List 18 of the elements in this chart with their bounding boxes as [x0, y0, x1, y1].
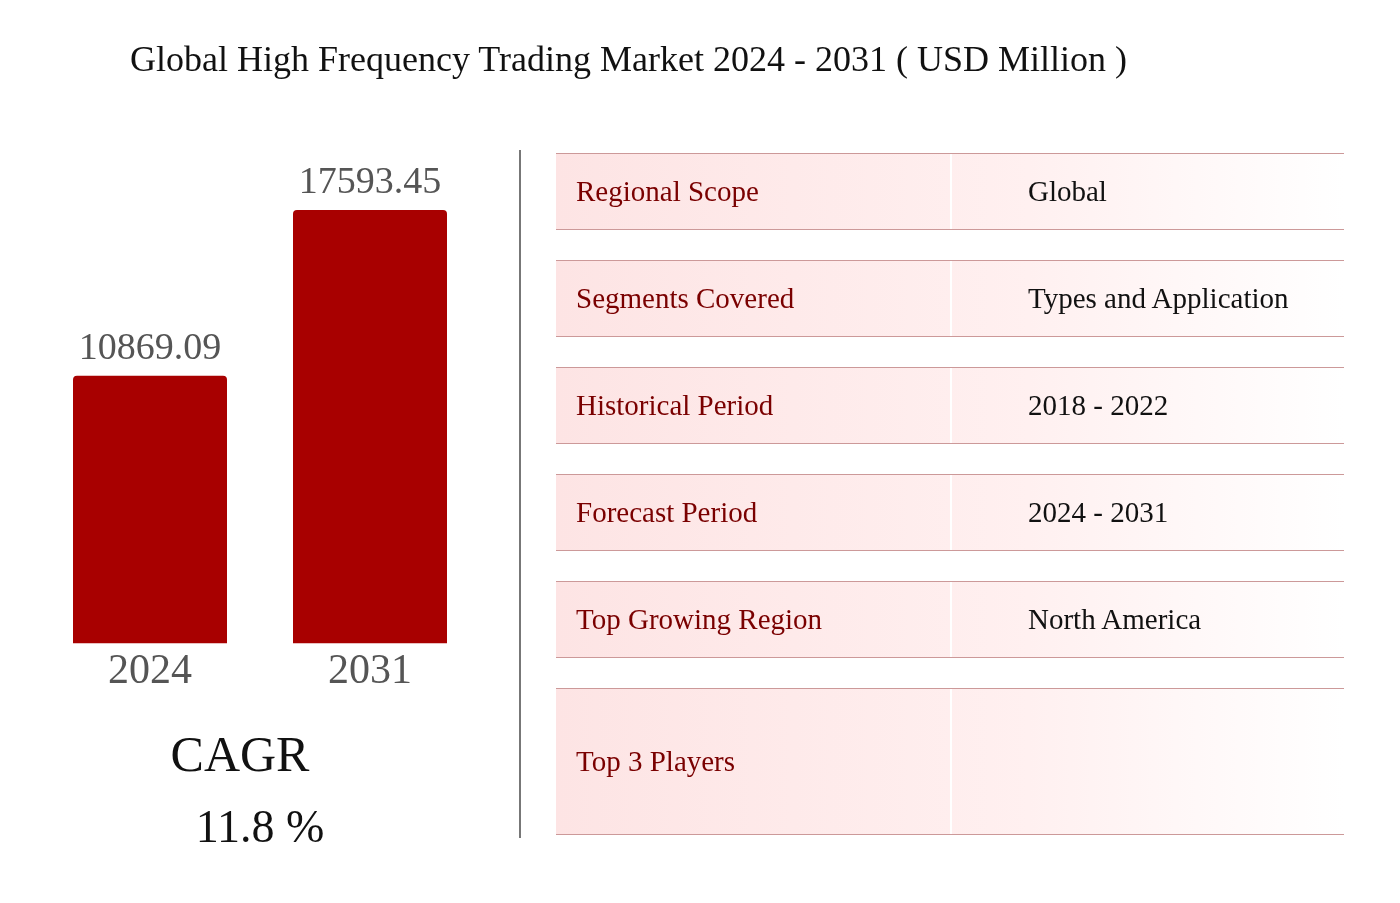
- category-label: Historical Period: [576, 389, 774, 421]
- data-label: 10869.09: [78, 324, 222, 367]
- category-label: Forecast Period: [576, 496, 758, 528]
- data-label: 17593.45: [298, 159, 442, 201]
- text: 2024 - 2031: [1028, 496, 1169, 528]
- category-label: Top 3 Players: [576, 745, 736, 777]
- x-tick-label: 2024: [108, 645, 192, 692]
- text: CAGR: [169, 725, 311, 783]
- x-tick-label: 2031: [328, 645, 412, 692]
- category-label: Segments Covered: [576, 282, 795, 314]
- text: 11.8 %: [194, 800, 326, 853]
- category-label: Regional Scope: [576, 175, 759, 207]
- text: 2018 - 2022: [1028, 389, 1169, 421]
- category-label: Top Growing Region: [576, 603, 823, 635]
- text: Global: [1028, 175, 1107, 207]
- text: Types and Application: [1028, 282, 1289, 314]
- text: North America: [1028, 603, 1202, 635]
- text: Global High Frequency Trading Market 2024 - 2031 ( USD Million ): [130, 38, 1127, 80]
